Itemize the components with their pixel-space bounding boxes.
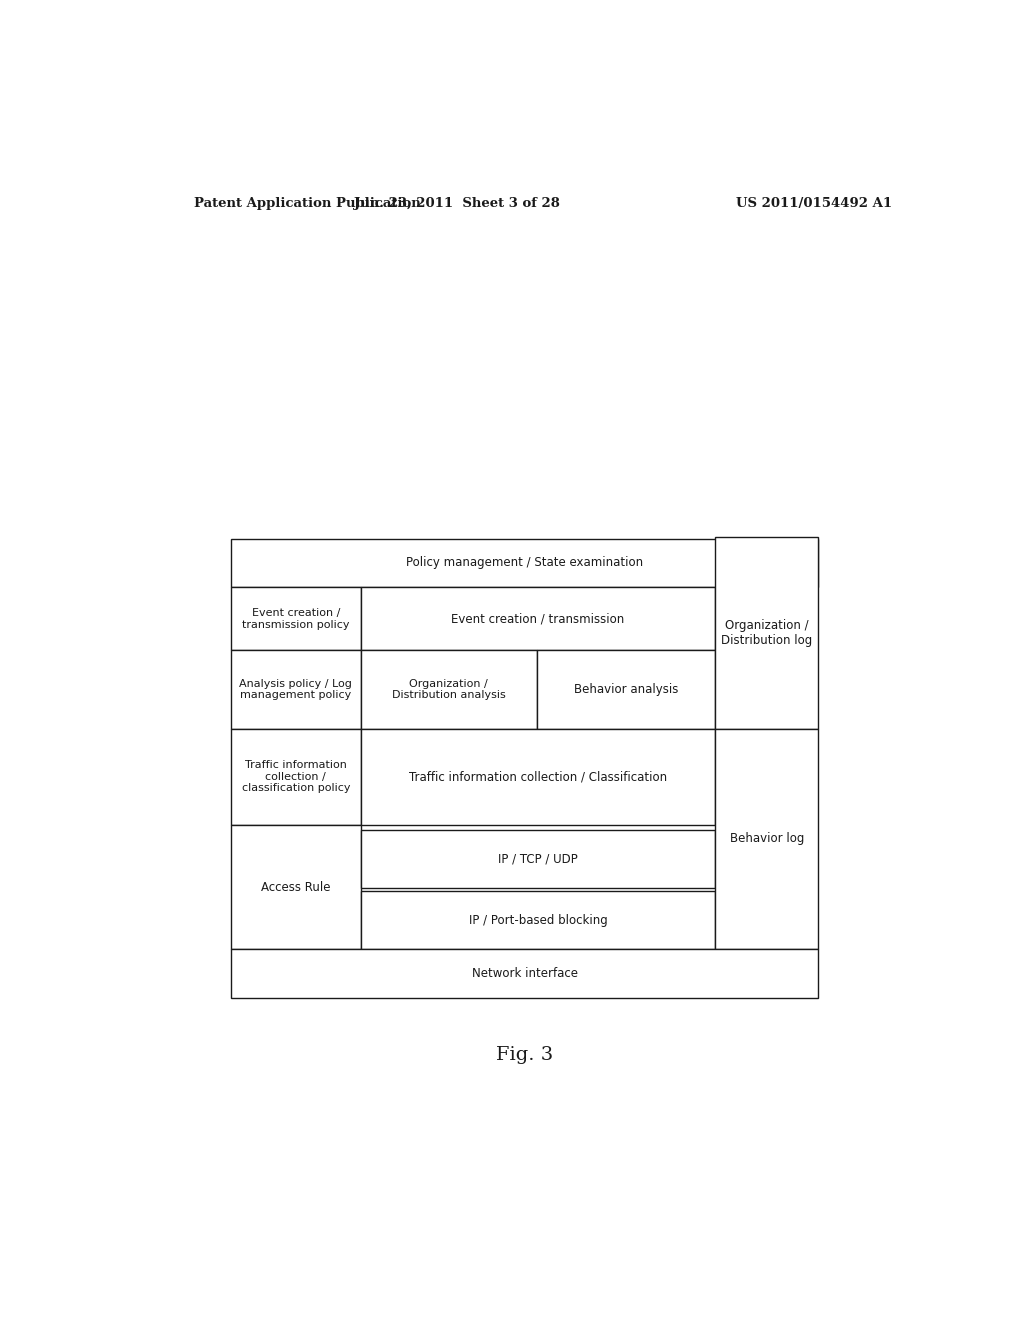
Text: Access Rule: Access Rule: [261, 880, 331, 894]
Text: Event creation /
transmission policy: Event creation / transmission policy: [242, 609, 349, 630]
Text: Patent Application Publication: Patent Application Publication: [194, 197, 421, 210]
FancyBboxPatch shape: [231, 729, 360, 825]
Text: Event creation / transmission: Event creation / transmission: [452, 612, 625, 626]
Text: Jun. 23, 2011  Sheet 3 of 28: Jun. 23, 2011 Sheet 3 of 28: [354, 197, 560, 210]
FancyBboxPatch shape: [537, 651, 715, 729]
Text: Traffic information
collection /
classification policy: Traffic information collection / classif…: [242, 760, 350, 793]
FancyBboxPatch shape: [360, 830, 715, 888]
Text: Network interface: Network interface: [472, 968, 578, 979]
Text: IP / TCP / UDP: IP / TCP / UDP: [498, 853, 578, 866]
FancyBboxPatch shape: [360, 651, 537, 729]
FancyBboxPatch shape: [360, 729, 715, 825]
Text: Analysis policy / Log
management policy: Analysis policy / Log management policy: [240, 678, 352, 701]
Text: US 2011/0154492 A1: US 2011/0154492 A1: [736, 197, 893, 210]
FancyBboxPatch shape: [231, 825, 360, 949]
Text: Fig. 3: Fig. 3: [497, 1045, 553, 1064]
FancyBboxPatch shape: [360, 891, 715, 949]
Text: Traffic information collection / Classification: Traffic information collection / Classif…: [409, 771, 667, 783]
FancyBboxPatch shape: [231, 587, 360, 651]
Text: Organization /
Distribution analysis: Organization / Distribution analysis: [392, 678, 506, 701]
Text: Behavior log: Behavior log: [730, 833, 804, 845]
Text: Behavior analysis: Behavior analysis: [573, 682, 678, 696]
FancyBboxPatch shape: [715, 729, 818, 949]
FancyBboxPatch shape: [715, 536, 818, 729]
FancyBboxPatch shape: [231, 539, 818, 587]
Text: IP / Port-based blocking: IP / Port-based blocking: [469, 913, 607, 927]
Text: Organization /
Distribution log: Organization / Distribution log: [721, 619, 812, 647]
FancyBboxPatch shape: [231, 949, 818, 998]
FancyBboxPatch shape: [231, 651, 360, 729]
FancyBboxPatch shape: [360, 587, 715, 651]
Text: Policy management / State examination: Policy management / State examination: [407, 557, 643, 569]
